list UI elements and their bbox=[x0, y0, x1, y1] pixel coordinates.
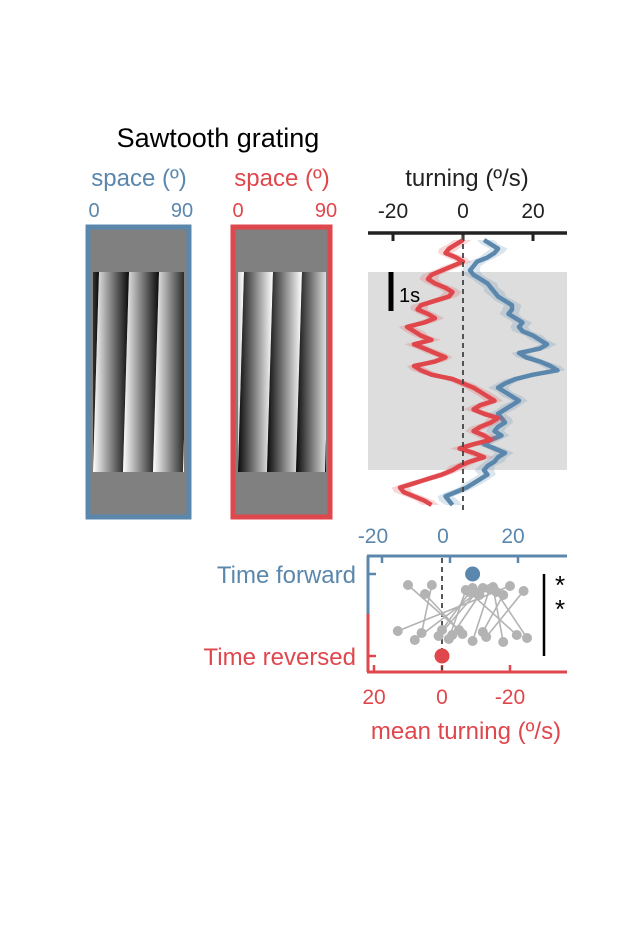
forward-grating bbox=[93, 272, 184, 472]
scatter-points bbox=[392, 566, 532, 664]
reversed-point bbox=[447, 630, 458, 640]
mean-reversed-point bbox=[434, 648, 450, 664]
reversed-point bbox=[467, 636, 478, 646]
forward-tick-0: 0 bbox=[88, 200, 99, 222]
forward-point bbox=[474, 590, 485, 600]
turning-top-tick-label: -20 bbox=[378, 200, 408, 223]
reversed-point bbox=[481, 632, 492, 642]
significance-marker: * * bbox=[542, 570, 565, 656]
forward-point bbox=[420, 589, 430, 599]
scatter-axes bbox=[366, 554, 567, 674]
reversed-space-label: space (º) bbox=[234, 165, 329, 192]
category-time-reversed: Time reversed bbox=[204, 644, 356, 671]
reversed-grating bbox=[238, 272, 326, 472]
time-scale-label: 1s bbox=[399, 285, 420, 307]
pair-line bbox=[485, 590, 525, 638]
pair-line bbox=[441, 587, 474, 631]
pair-line bbox=[471, 588, 491, 642]
reversed-tick-90: 90 bbox=[315, 200, 337, 222]
forward-tick-90: 90 bbox=[171, 200, 193, 222]
reversed-point bbox=[498, 637, 509, 647]
reversed-point bbox=[511, 630, 522, 640]
forward-point bbox=[403, 580, 413, 590]
scatter-bottom-tick-label: 0 bbox=[436, 686, 448, 709]
significance-label: * bbox=[555, 570, 565, 600]
mean-turning-axis-title: mean turning (º/s) bbox=[371, 718, 561, 745]
time-scale-bar: 1s bbox=[388, 272, 420, 311]
scatter-bottom-tick-label: 20 bbox=[362, 686, 385, 709]
turning-bottom-tick-label: -20 bbox=[358, 525, 388, 548]
pair-line bbox=[420, 584, 433, 634]
forward-space-label: space (º) bbox=[91, 165, 186, 192]
figure-title: Sawtooth grating bbox=[117, 123, 320, 153]
reversed-point bbox=[522, 633, 532, 643]
forward-point bbox=[426, 580, 437, 590]
reversed-point bbox=[457, 629, 468, 639]
reversed-point bbox=[392, 626, 403, 636]
mean-forward-point bbox=[465, 566, 481, 582]
turning-top-tick-label: 0 bbox=[457, 200, 469, 223]
turning-top-ticks: -20 0 20 bbox=[378, 200, 545, 241]
forward-stimulus-panel bbox=[85, 224, 192, 520]
stimulus-shading bbox=[368, 272, 567, 470]
significance-label-2: * bbox=[555, 594, 565, 624]
forward-point bbox=[505, 581, 515, 591]
reversed-tick-0: 0 bbox=[232, 200, 243, 222]
trace-line bbox=[443, 238, 560, 507]
reversed-point bbox=[437, 625, 447, 635]
trace-line bbox=[397, 238, 501, 507]
pair-line bbox=[495, 591, 528, 639]
scatter-bottom-tick-label: -20 bbox=[495, 686, 525, 709]
turning-axis-title: turning (º/s) bbox=[405, 165, 528, 192]
reversed-point bbox=[416, 628, 427, 638]
category-time-forward: Time forward bbox=[217, 562, 356, 589]
forward-point bbox=[491, 587, 502, 597]
pair-line bbox=[424, 593, 463, 635]
pair-line bbox=[482, 594, 504, 633]
turning-bottom-tick-label: 0 bbox=[437, 525, 449, 548]
turning-traces bbox=[391, 238, 566, 507]
reversed-stimulus-panel bbox=[230, 224, 333, 520]
turning-bottom-ticks: -20 0 20 bbox=[358, 525, 525, 548]
reversed-point bbox=[409, 635, 420, 645]
forward-point bbox=[467, 583, 478, 593]
turning-bottom-tick-label: 20 bbox=[501, 525, 524, 548]
pair-line bbox=[451, 594, 481, 636]
forward-point bbox=[518, 586, 529, 596]
turning-top-tick-label: 20 bbox=[521, 200, 544, 223]
